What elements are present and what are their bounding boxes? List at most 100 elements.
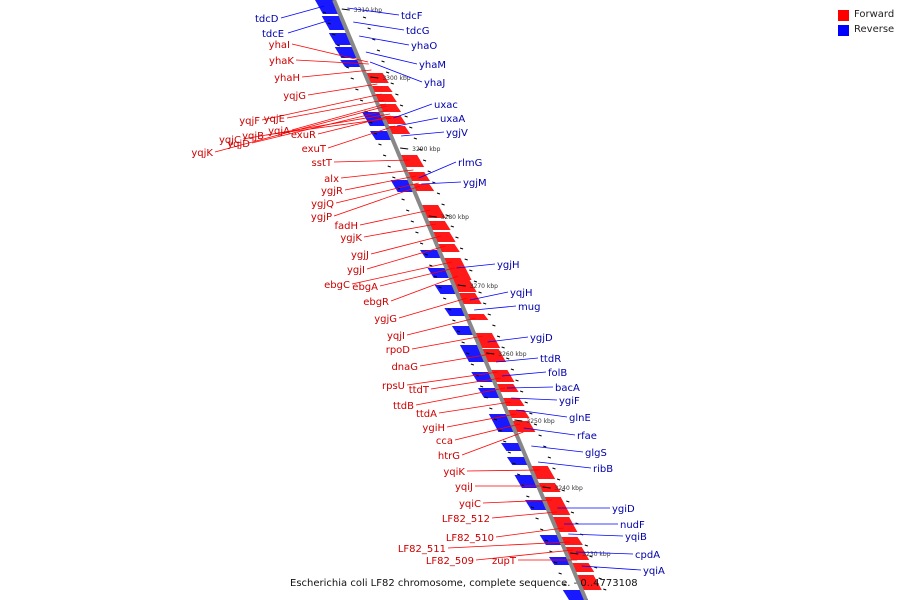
- gene-marker: [529, 412, 533, 415]
- gene-marker: [566, 500, 570, 503]
- gene-marker: [598, 577, 602, 580]
- gene-marker: [433, 275, 438, 278]
- kbp-tick-label: 3290 kbp: [412, 146, 440, 153]
- gene-marker: [547, 456, 551, 459]
- forward-gene-block: [558, 537, 583, 545]
- gene-marker: [345, 66, 350, 69]
- forward-label-leader: [359, 209, 431, 226]
- kbp-tick-label: 3280 kbp: [441, 214, 469, 221]
- reverse-label-leader: [501, 371, 547, 377]
- kbp-tick: [542, 486, 551, 489]
- reverse-gene-label: uxaA: [440, 114, 465, 125]
- gene-marker: [419, 242, 424, 245]
- gene-marker: [406, 209, 410, 212]
- forward-gene-label: yqjE: [264, 114, 285, 125]
- reverse-gene-label: ygiF: [559, 396, 580, 407]
- gene-marker: [410, 220, 414, 223]
- reverse-gene-block: [488, 414, 518, 432]
- gene-marker: [436, 192, 441, 195]
- forward-gene-label: yqjA: [268, 126, 290, 137]
- gene-marker: [376, 49, 381, 52]
- reverse-label-leader: [353, 21, 405, 31]
- gene-marker: [381, 60, 385, 63]
- forward-gene-label: htrG: [438, 451, 460, 462]
- reverse-gene-label: yhaJ: [424, 78, 445, 89]
- gene-marker: [516, 473, 521, 476]
- gene-marker: [336, 44, 341, 47]
- forward-gene-label: yqjD: [227, 139, 250, 150]
- gene-marker: [452, 319, 456, 322]
- reverse-label-leader: [531, 445, 584, 453]
- reverse-gene-label: ygjD: [530, 333, 553, 344]
- gene-marker: [429, 264, 433, 267]
- kbp-tick: [341, 8, 350, 11]
- gene-marker: [355, 88, 359, 91]
- gene-marker: [552, 467, 556, 470]
- gene-marker: [584, 544, 588, 547]
- forward-label-leader: [379, 267, 455, 287]
- forward-gene-label: ygjG: [374, 314, 397, 325]
- kbp-tick: [570, 552, 579, 555]
- reverse-gene-label: yhaO: [411, 41, 437, 52]
- forward-gene-label: ygjI: [347, 265, 365, 276]
- forward-label-leader: [301, 69, 372, 78]
- forward-gene-label: ygiH: [422, 423, 445, 434]
- reverse-label-leader: [575, 551, 634, 555]
- gene-marker: [432, 181, 436, 184]
- forward-gene-label: exuR: [291, 130, 316, 141]
- gene-marker: [390, 82, 394, 85]
- forward-gene-block: [405, 172, 431, 181]
- forward-gene-label: yqjG: [283, 91, 306, 102]
- gene-marker: [382, 154, 387, 157]
- gene-marker: [404, 115, 408, 118]
- gene-marker: [543, 445, 547, 448]
- gene-marker: [483, 302, 487, 305]
- forward-gene-label: zupT: [492, 556, 517, 567]
- forward-gene-label: yhaI: [269, 40, 290, 51]
- kbp-tick-label: 3240 kbp: [555, 485, 583, 492]
- forward-label-leader: [291, 103, 386, 131]
- gene-marker: [538, 434, 542, 437]
- legend: Forward Reverse: [838, 8, 898, 38]
- gene-marker: [533, 423, 538, 426]
- gene-marker: [441, 203, 445, 206]
- forward-label-leader: [335, 182, 419, 204]
- gene-marker: [570, 511, 575, 514]
- reverse-gene-label: tdcG: [406, 26, 430, 37]
- forward-gene-block: [500, 398, 525, 406]
- forward-gene-label: dnaG: [391, 362, 418, 373]
- gene-marker: [470, 363, 475, 366]
- gene-marker: [479, 385, 484, 388]
- gene-marker: [455, 236, 459, 239]
- gene-marker: [535, 517, 539, 520]
- reverse-gene-label: tdcD: [255, 14, 279, 25]
- reverse-gene-label: ygiD: [612, 504, 635, 515]
- forward-label-leader: [438, 401, 511, 414]
- gene-marker: [369, 121, 373, 124]
- gene-marker: [503, 440, 507, 443]
- gene-marker: [456, 330, 461, 333]
- reverse-label-leader: [401, 131, 445, 137]
- gene-marker: [350, 77, 354, 80]
- forward-gene-block: [505, 410, 530, 418]
- gene-marker: [422, 159, 427, 162]
- reverse-gene-label: cpdA: [635, 550, 660, 561]
- kbp-tick-label: 3300 kbp: [382, 75, 410, 82]
- kbp-tick: [457, 284, 466, 287]
- gene-marker: [461, 341, 465, 344]
- forward-label-leader: [466, 469, 540, 472]
- forward-gene-label: yqiC: [459, 499, 481, 510]
- forward-gene-block: [435, 244, 460, 252]
- gene-marker: [561, 489, 565, 492]
- reverse-label-leader: [487, 336, 529, 343]
- forward-label-leader: [419, 353, 491, 367]
- forward-label-leader: [344, 175, 416, 191]
- gene-marker: [515, 379, 519, 382]
- forward-label-leader: [446, 413, 516, 428]
- forward-label-leader: [406, 317, 476, 336]
- forward-gene-label: yqjB: [242, 131, 264, 142]
- gene-marker: [507, 451, 511, 454]
- gene-marker: [327, 22, 331, 25]
- forward-label-leader: [363, 223, 437, 238]
- gene-marker: [372, 38, 376, 41]
